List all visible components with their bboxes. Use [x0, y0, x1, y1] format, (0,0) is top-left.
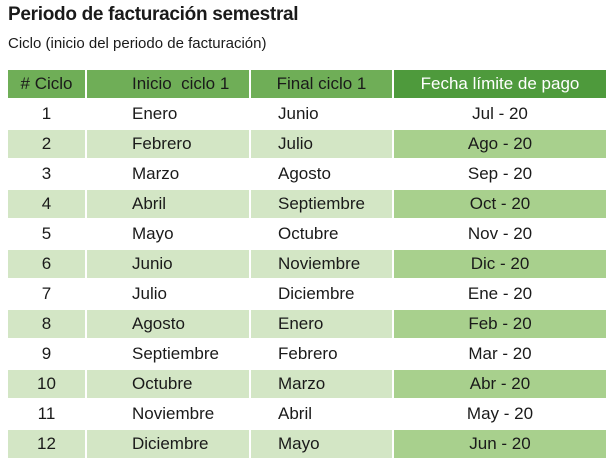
cell-payment-due: Oct - 20 [394, 190, 606, 218]
cell-cycle-end: Mayo [251, 430, 392, 458]
cell-cycle-number: 10 [8, 370, 85, 398]
table-row: 6 Junio Noviembre Dic - 20 [8, 250, 606, 278]
cell-cycle-number: 3 [41, 164, 52, 183]
table-row: 10 Octubre Marzo Abr - 20 [8, 370, 606, 398]
billing-cycle-table: # Ciclo Inicio ciclo 1 Final ciclo 1 Fec… [6, 68, 608, 460]
cell-cycle-start: Diciembre [87, 430, 249, 458]
table-header-row: # Ciclo Inicio ciclo 1 Final ciclo 1 Fec… [8, 70, 606, 98]
cell-cycle-end: Septiembre [251, 190, 392, 218]
cell-payment-due: May - 20 [466, 404, 534, 423]
table-row: 9 Septiembre Febrero Mar - 20 [8, 340, 606, 368]
cell-cycle-number: 8 [8, 310, 85, 338]
page-title: Periodo de facturación semestral [8, 4, 299, 25]
header-cycle-end: Final ciclo 1 [251, 70, 392, 98]
table-row: 5 Mayo Octubre Nov - 20 [8, 220, 606, 248]
table-body: 1 Enero Junio Jul - 20 2 Febrero Julio Ago - 20… [8, 100, 606, 458]
cell-cycle-end: Octubre [278, 224, 339, 243]
cell-cycle-number: 11 [37, 404, 56, 423]
cell-cycle-end: Diciembre [278, 284, 355, 303]
cell-payment-due: Jun - 20 [394, 430, 606, 458]
table-row: 3 Marzo Agosto Sep - 20 [8, 160, 606, 188]
cell-cycle-number: 4 [8, 190, 85, 218]
cell-payment-due: Mar - 20 [468, 344, 532, 363]
cell-cycle-start: Julio [132, 284, 167, 303]
cell-cycle-start: Noviembre [132, 404, 215, 423]
cell-cycle-start: Agosto [87, 310, 249, 338]
table-row: 4 Abril Septiembre Oct - 20 [8, 190, 606, 218]
cell-payment-due: Feb - 20 [394, 310, 606, 338]
cell-cycle-end: Marzo [251, 370, 392, 398]
cell-cycle-end: Agosto [278, 164, 331, 183]
cell-cycle-start: Septiembre [132, 344, 219, 363]
cell-cycle-end: Enero [251, 310, 392, 338]
table-row: 8 Agosto Enero Feb - 20 [8, 310, 606, 338]
cell-cycle-start: Octubre [87, 370, 249, 398]
cell-cycle-number: 1 [41, 104, 52, 123]
cell-cycle-end: Julio [251, 130, 392, 158]
cell-cycle-start: Enero [132, 104, 178, 123]
header-cycle-start: Inicio ciclo 1 [87, 70, 249, 98]
cell-payment-due: Dic - 20 [394, 250, 606, 278]
cell-payment-due: Ene - 20 [467, 284, 533, 303]
cell-cycle-end: Junio [278, 104, 319, 123]
cell-cycle-number: 12 [8, 430, 85, 458]
cell-payment-due: Ago - 20 [394, 130, 606, 158]
cell-payment-due: Nov - 20 [467, 224, 533, 243]
cell-cycle-start: Mayo [132, 224, 174, 243]
header-cycle-number: # Ciclo [8, 70, 85, 98]
cell-cycle-end: Noviembre [251, 250, 392, 278]
cell-cycle-number: 2 [8, 130, 85, 158]
table-row: 12 Diciembre Mayo Jun - 20 [8, 430, 606, 458]
cell-cycle-number: 6 [8, 250, 85, 278]
cell-payment-due: Sep - 20 [467, 164, 533, 183]
cell-cycle-end: Febrero [278, 344, 338, 363]
cell-payment-due: Abr - 20 [394, 370, 606, 398]
table-row: 2 Febrero Julio Ago - 20 [8, 130, 606, 158]
table-row: 1 Enero Junio Jul - 20 [8, 100, 606, 128]
table-row: 7 Julio Diciembre Ene - 20 [8, 280, 606, 308]
cell-cycle-number: 9 [41, 344, 52, 363]
cell-cycle-start: Marzo [132, 164, 180, 183]
cell-cycle-start: Febrero [87, 130, 249, 158]
cell-payment-due: Jul - 20 [472, 104, 528, 123]
cell-cycle-start: Abril [87, 190, 249, 218]
page-subtitle: Ciclo (inicio del periodo de facturación… [8, 35, 267, 52]
cell-cycle-number: 5 [41, 224, 52, 243]
table-row: 11 Noviembre Abril May - 20 [8, 400, 606, 428]
cell-cycle-start: Junio [87, 250, 249, 278]
header-payment-due: Fecha límite de pago [394, 70, 606, 98]
cell-cycle-number: 7 [41, 284, 52, 303]
cell-cycle-end: Abril [278, 404, 313, 423]
